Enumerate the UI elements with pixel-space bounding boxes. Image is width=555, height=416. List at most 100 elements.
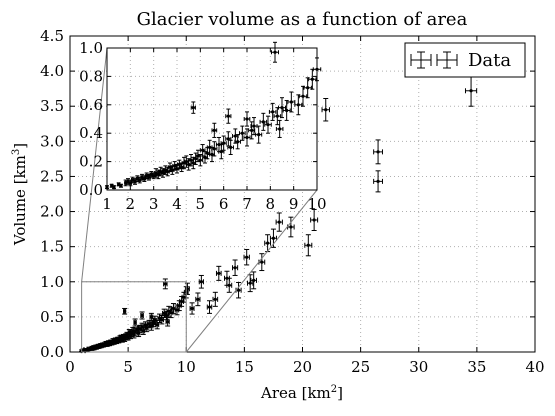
y-tick-label: 2.5 [40,167,64,185]
inset-ticks [106,47,318,191]
data-point [190,156,196,170]
data-point [298,85,308,107]
data-point [122,307,128,315]
main-data-points [79,74,478,354]
data-point [225,131,232,147]
y-axis-label: Volume [km3] [11,143,29,246]
inset-y-tick-label: 0.4 [79,124,103,142]
data-point [275,212,283,232]
data-point [154,319,160,330]
data-point [247,274,254,293]
data-point [310,208,319,232]
y-tick-label: 1.5 [40,238,64,256]
inset-plot-frame [106,47,318,191]
data-point [167,162,173,173]
main-ticks [69,35,536,353]
inset-y-tick-label: 0.2 [79,153,103,171]
data-point [211,122,218,138]
inset-x-tick-label: 9 [289,195,299,213]
data-point [268,102,277,121]
data-point [264,234,272,253]
y-tick-label: 3.5 [40,97,64,115]
y-tick-label: 1.0 [40,273,64,291]
data-point [258,253,266,272]
zoom-indicator [81,47,318,353]
data-point [373,139,383,165]
data-point [132,318,138,327]
data-point [212,291,219,307]
data-point [227,139,234,155]
inset-x-tick-label: 6 [219,195,229,213]
data-point [304,234,313,257]
data-point [220,135,227,151]
data-point [144,324,150,333]
data-point [139,311,145,320]
x-tick-label: 25 [351,358,370,376]
data-point [142,175,147,182]
main-tick-labels: 0 5 10 15 20 25 30 35 400.00.51.01.52.02.53.03.5… [40,27,544,376]
data-point [195,292,201,307]
x-tick-label: 40 [525,358,544,376]
x-tick-label: 20 [293,358,312,376]
data-point [190,101,196,114]
data-point [250,271,257,290]
inset-y-tick-label: 0.8 [79,67,103,85]
legend-marker-2 [436,51,458,69]
inset-tick-labels: 1 2 3 4 5 6 7 8 9 10 0.0 0.2 0.4 0.6 0.8 1.0 [79,39,326,213]
x-tick-label: 10 [177,358,196,376]
y-tick-label: 2.0 [40,203,64,221]
data-point [199,144,206,157]
inset-x-tick-label: 7 [242,195,252,213]
data-point [234,134,241,150]
x-tick-label: 30 [409,358,428,376]
x-tick-label: 35 [467,358,486,376]
x-tick-label: 15 [235,358,254,376]
chart-title: Glacier volume as a function of area [137,9,468,30]
data-point [189,302,195,315]
data-point [198,274,204,289]
data-point [264,115,272,134]
data-point [154,168,158,178]
inset-x-tick-label: 8 [266,195,276,213]
data-point [206,300,213,314]
data-point [170,303,176,314]
data-point [218,144,225,160]
data-point [287,216,295,238]
data-point [275,119,284,138]
legend: Data [404,42,526,78]
data-point [271,41,279,63]
inset-x-tick-label: 3 [149,195,159,213]
data-point [243,111,251,127]
legend-marker [410,51,432,69]
data-point [211,141,218,157]
data-point [243,248,250,266]
inset-x-tick-label: 2 [126,195,136,213]
data-point [308,68,317,90]
data-point [197,154,204,167]
data-point [321,97,330,122]
data-point [148,312,154,321]
data-point [232,259,239,276]
data-point [278,97,286,119]
inset-plot: 1 2 3 4 5 6 7 8 9 10 0.0 0.2 0.4 0.6 0.8 1.0 [79,39,326,213]
x-axis-label: Area [km2] [260,384,343,402]
data-point [165,317,171,327]
inset-x-tick-label: 1 [102,195,112,213]
inset-y-tick-label: 0.0 [79,181,103,199]
data-point [148,321,154,331]
data-point [259,112,268,131]
data-point [119,183,123,188]
y-tick-label: 3.0 [40,132,64,150]
y-tick-label: 4.0 [40,62,64,80]
data-point [112,185,116,190]
y-tick-label: 4.5 [40,27,64,45]
inset-background [107,48,317,190]
zoom-connector [81,47,108,282]
inset-data-points [105,41,322,190]
data-point [294,94,303,116]
inset-y-tick-label: 1.0 [79,39,103,57]
data-point [225,108,232,124]
zoom-region-box [81,281,187,353]
data-point [215,265,222,281]
